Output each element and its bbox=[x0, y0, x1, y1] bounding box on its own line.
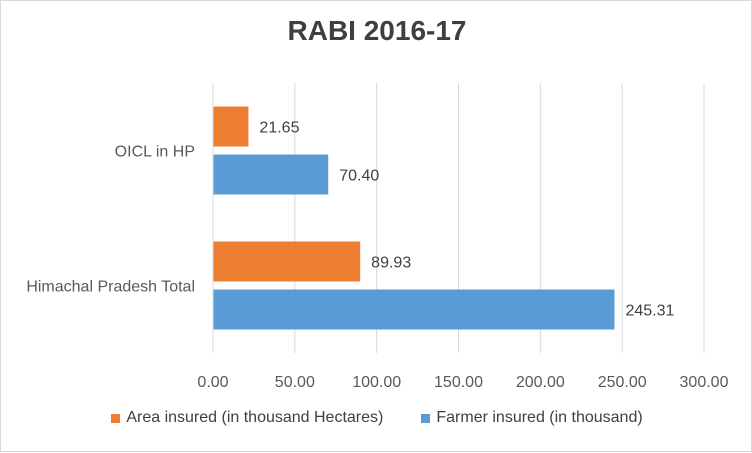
x-tick-label: 200.00 bbox=[516, 374, 565, 391]
data-label: 89.93 bbox=[371, 255, 411, 272]
data-label: 245.31 bbox=[625, 303, 674, 320]
x-tick-label: 50.00 bbox=[275, 374, 315, 391]
x-tick-label: 150.00 bbox=[434, 374, 483, 391]
x-tick-label: 300.00 bbox=[680, 374, 729, 391]
bar-farmer bbox=[213, 154, 329, 195]
x-tick-label: 100.00 bbox=[352, 374, 401, 391]
legend-swatch-area bbox=[111, 413, 121, 423]
category-label: Himachal Pradesh Total bbox=[26, 279, 195, 296]
bar-farmer bbox=[213, 289, 615, 330]
data-label: 70.40 bbox=[339, 168, 379, 185]
legend-swatch-farmer bbox=[421, 413, 431, 423]
legend-item-farmer: Farmer insured (in thousand) bbox=[421, 409, 643, 427]
bar-area bbox=[213, 241, 361, 282]
legend-label-farmer: Farmer insured (in thousand) bbox=[436, 409, 643, 426]
chart-title: RABI 2016-17 bbox=[287, 15, 467, 46]
legend-label-area: Area insured (in thousand Hectares) bbox=[126, 409, 384, 426]
x-tick-label: 0.00 bbox=[197, 374, 228, 391]
data-label: 21.65 bbox=[259, 120, 299, 137]
x-tick-label: 250.00 bbox=[598, 374, 647, 391]
bar-area bbox=[213, 106, 249, 147]
category-label: OICL in HP bbox=[115, 144, 195, 161]
legend: Area insured (in thousand Hectares) Farm… bbox=[1, 409, 752, 427]
legend-item-area: Area insured (in thousand Hectares) bbox=[111, 409, 383, 427]
